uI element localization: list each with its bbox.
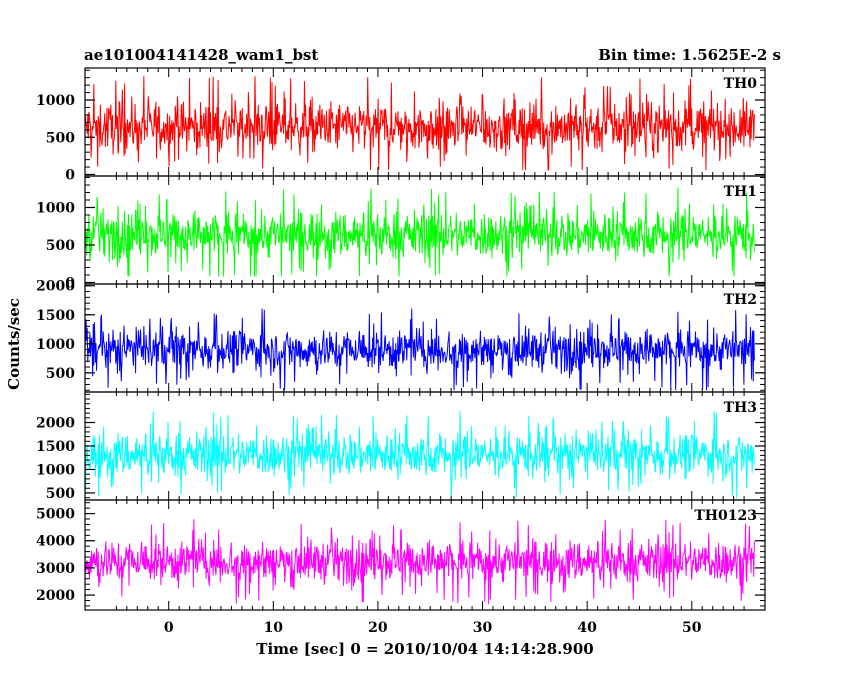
panel-label-th1: TH1 [724,184,757,200]
panel-label-th0: TH0 [724,76,758,92]
y-tick-label: 4000 [36,534,75,550]
x-tick-label: 50 [682,620,702,636]
chart-title: ae101004141428_wam1_bst [84,46,318,64]
x-tick-label: 30 [473,620,493,636]
series-line-th0123 [85,519,755,604]
y-tick-label: 1000 [36,201,75,217]
panel-th0123: 2000 3000 4000 5000 TH0123 [36,499,766,611]
panel-frame [84,283,766,393]
series-line-th3 [85,410,755,499]
y-tick-label: 2000 [36,416,75,432]
y-tick-label: 2000 [36,588,75,604]
panel-th2: 500 1000 1500 2000 TH2 [36,279,766,393]
panel-th0: 0 500 1000 TH0 [36,67,766,184]
x-tick-label: 0 [164,620,174,636]
bin-time-label: Bin time: 1.5625E-2 s [598,46,781,64]
panels: 0 500 1000 TH0 0 500 1000 TH1 500 1000 1500 2000 TH2… [36,67,766,611]
y-tick-label: 3000 [36,561,75,577]
y-tick-label: 2000 [36,279,75,295]
y-tick-label: 500 [46,486,75,502]
panel-label-th0123: TH0123 [694,508,757,524]
y-tick-label: 0 [65,168,75,184]
y-tick-label: 1500 [36,439,75,455]
x-tick-label: 40 [577,620,597,636]
y-axis-label: Counts/sec [5,298,23,390]
x-tick-label: 20 [368,620,388,636]
x-tick-label: 10 [264,620,284,636]
x-axis: 0 10 20 30 40 50 [164,620,702,636]
x-axis-label: Time [sec] 0 = 2010/10/04 14:14:28.900 [256,640,593,658]
series-line-th1 [85,187,755,277]
panel-frame [84,499,766,611]
panel-label-th3: TH3 [724,400,757,416]
y-tick-label: 1000 [36,337,75,353]
y-tick-label: 0 [65,276,75,292]
y-tick-label: 1000 [36,93,75,109]
series-line-th2 [85,308,755,391]
panel-frame [84,67,766,177]
y-tick-label: 500 [46,366,75,382]
panel-th3: 500 1000 1500 2000 TH3 [36,391,766,502]
y-tick-label: 1000 [36,462,75,478]
series-line-th0 [85,76,755,171]
y-tick-label: 1500 [36,308,75,324]
y-tick-label: 500 [46,238,75,254]
panel-label-th2: TH2 [724,292,757,308]
y-tick-label: 500 [46,130,75,146]
y-tick-label: 5000 [36,507,75,523]
panel-th1: 0 500 1000 TH1 [36,175,766,292]
